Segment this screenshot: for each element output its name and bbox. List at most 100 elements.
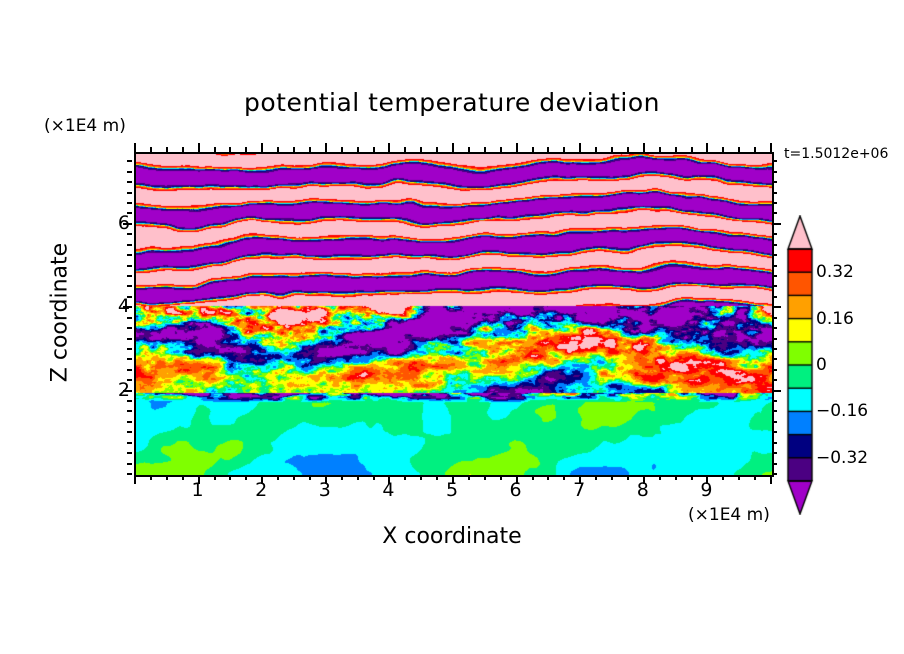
y-minor-tick: [127, 181, 132, 184]
y-axis-tick-labels: 246: [96, 152, 130, 473]
x-minor-tick-top: [149, 147, 152, 152]
x-major-tick: [579, 475, 582, 484]
y-minor-tick-right: [772, 285, 777, 288]
y-minor-tick: [127, 410, 132, 413]
x-minor-tick-top: [738, 147, 741, 152]
y-minor-tick: [127, 473, 132, 475]
y-minor-tick: [127, 358, 132, 361]
y-minor-tick-right: [772, 233, 777, 236]
x-minor-tick-top: [754, 147, 757, 152]
x-minor-tick-top: [690, 147, 693, 152]
x-minor-tick: [436, 475, 439, 480]
x-minor-tick: [547, 475, 550, 480]
x-minor-tick: [213, 475, 216, 480]
y-minor-tick: [127, 316, 132, 319]
y-minor-tick-right: [772, 431, 777, 434]
heatmap-image: [136, 154, 772, 475]
x-major-tick-top: [388, 143, 391, 152]
chart-title: potential temperature deviation: [244, 88, 660, 117]
x-minor-tick-top: [372, 147, 375, 152]
y-major-tick-right: [772, 306, 781, 309]
y-minor-tick-right: [772, 400, 777, 403]
x-minor-tick: [165, 475, 168, 480]
x-major-tick: [452, 475, 454, 484]
y-major-tick: [123, 222, 132, 225]
x-minor-tick-top: [611, 147, 613, 152]
x-minor-tick: [277, 475, 280, 480]
x-minor-tick-top: [165, 147, 168, 152]
x-minor-tick-top: [547, 147, 550, 152]
x-minor-tick-top: [293, 147, 295, 152]
x-minor-tick: [674, 475, 677, 480]
x-major-tick-top: [261, 143, 264, 152]
x-major-tick: [388, 475, 391, 484]
colorbar-tick-labels: 0.32 0.16 0 −0.16 −0.32: [816, 215, 896, 515]
y-minor-tick: [127, 170, 132, 173]
x-minor-tick-top: [181, 147, 184, 152]
x-minor-tick-top: [722, 147, 725, 152]
x-minor-tick-top: [467, 147, 470, 152]
y-minor-tick-right: [772, 462, 777, 465]
x-minor-tick: [467, 475, 470, 480]
colorbar: [786, 215, 814, 515]
y-minor-tick: [127, 379, 132, 382]
y-minor-tick-right: [772, 191, 777, 194]
x-minor-tick-top: [356, 147, 359, 152]
x-minor-tick-top: [420, 147, 423, 152]
x-major-tick-top: [642, 143, 645, 152]
y-minor-tick-right: [772, 358, 777, 361]
y-minor-tick: [127, 368, 132, 371]
y-axis-label: Z coordinate: [47, 242, 73, 383]
y-minor-tick-right: [772, 368, 777, 371]
x-major-tick-top: [452, 143, 454, 152]
y-minor-tick: [127, 400, 132, 403]
y-minor-tick-right: [772, 316, 777, 319]
y-minor-tick-right: [772, 254, 777, 257]
x-minor-tick: [738, 475, 741, 480]
y-major-tick: [123, 389, 132, 392]
y-minor-tick: [127, 295, 132, 298]
y-minor-tick: [127, 337, 132, 340]
y-minor-tick-right: [772, 181, 777, 184]
timestamp-annotation: t=1.5012e+06: [784, 146, 889, 162]
y-minor-tick: [127, 212, 132, 215]
x-minor-tick-top: [531, 147, 534, 152]
x-minor-tick: [499, 475, 502, 480]
x-tick-label: 8: [636, 479, 649, 501]
y-minor-tick-right: [772, 160, 777, 163]
x-tick-label: 9: [700, 479, 713, 501]
x-axis-tick-labels: 1 2 3 4 5 6 7 8 9: [134, 479, 770, 505]
y-minor-tick: [127, 274, 132, 277]
x-major-tick: [324, 475, 327, 484]
x-major-tick: [261, 475, 264, 484]
y-minor-tick-right: [772, 170, 777, 173]
y-minor-tick: [127, 254, 132, 257]
x-major-tick-top: [324, 143, 327, 152]
x-minor-tick-top: [436, 147, 439, 152]
x-minor-tick: [611, 475, 613, 480]
x-minor-tick: [626, 475, 629, 480]
x-tick-label: 3: [318, 479, 331, 501]
x-minor-tick: [531, 475, 534, 480]
x-minor-tick-top: [277, 147, 280, 152]
colorbar-tick-label: 0.16: [816, 308, 854, 329]
y-minor-tick: [127, 285, 132, 288]
x-major-tick-top: [197, 143, 200, 152]
y-minor-tick: [127, 233, 132, 236]
x-tick-label: 6: [509, 479, 522, 501]
x-minor-tick-top: [483, 147, 486, 152]
colorbar-tick-label: −0.32: [816, 447, 869, 468]
x-axis-label: X coordinate: [382, 524, 522, 549]
x-major-tick-top: [515, 143, 518, 152]
x-major-tick-top: [706, 143, 709, 152]
x-minor-tick: [340, 475, 343, 480]
x-minor-tick: [754, 475, 757, 480]
y-minor-tick-right: [772, 410, 777, 413]
colorbar-tick-label: 0: [816, 355, 827, 375]
y-minor-tick: [127, 431, 132, 434]
heatmap-plot-area: [134, 152, 774, 477]
x-major-tick-top: [770, 143, 772, 152]
y-minor-tick: [127, 160, 132, 163]
y-minor-tick: [127, 202, 132, 205]
y-major-tick-right: [772, 222, 781, 225]
